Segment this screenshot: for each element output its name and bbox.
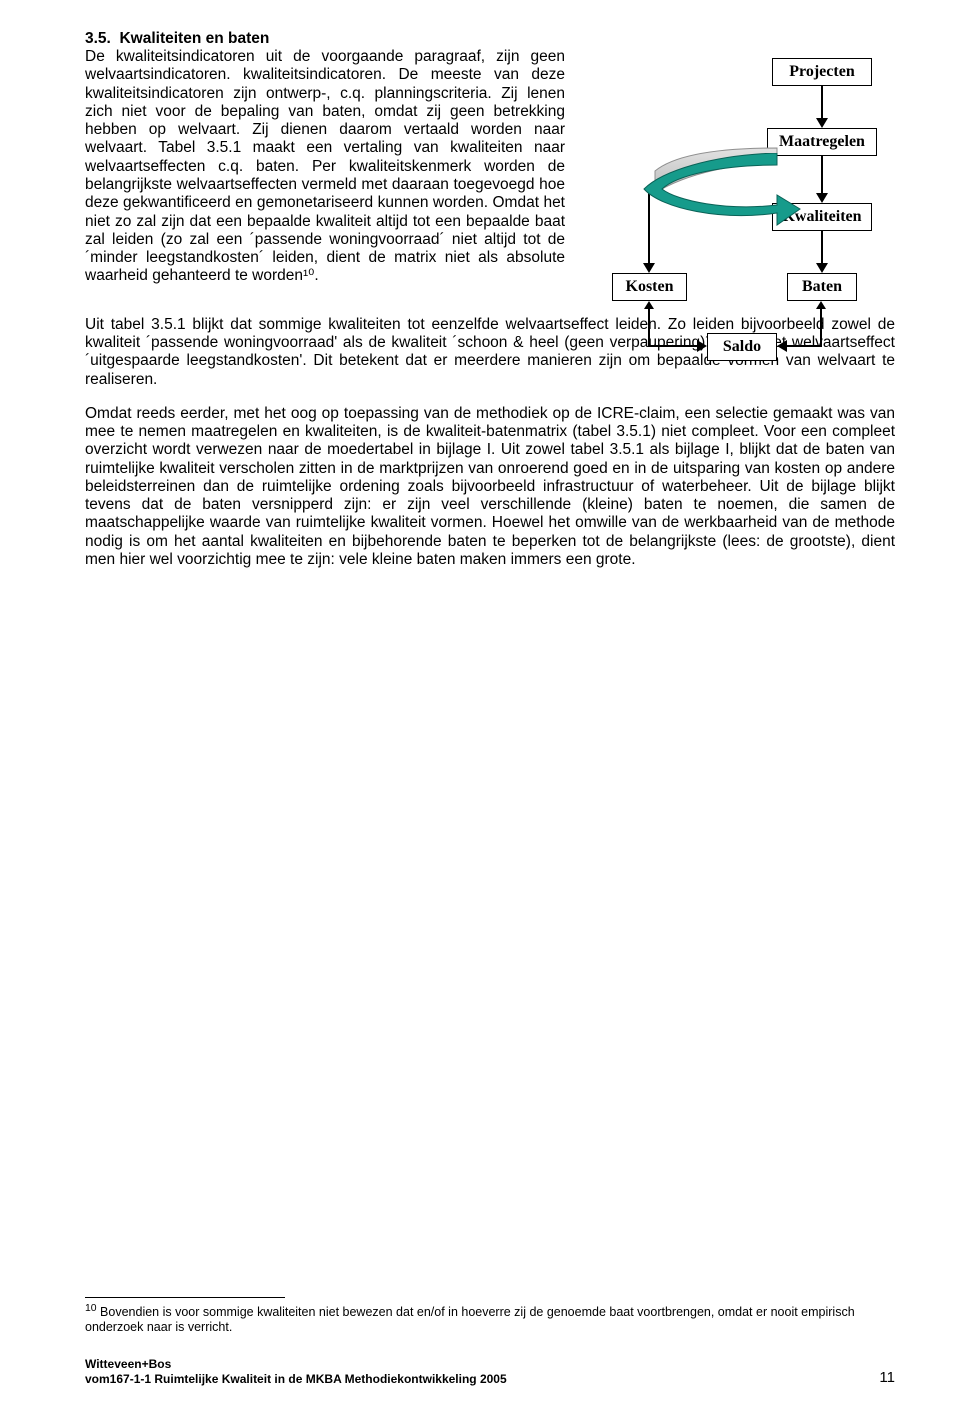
node-saldo: Saldo [707,333,777,361]
footnote-marker: 10 [85,1303,97,1314]
footer-company: Witteveen+Bos [85,1357,171,1371]
footnote-rule [85,1297,285,1298]
footer-doc-ref: vom167-1-1 Ruimtelijke Kwaliteit in de M… [85,1372,507,1386]
page-number: 11 [879,1369,895,1386]
node-baten: Baten [787,273,857,301]
paragraph-2: Omdat reeds eerder, met het oog op toepa… [85,405,895,570]
footnote-10: 10 Bovendien is voor sommige kwaliteiten… [85,1302,895,1336]
node-kosten: Kosten [612,273,687,301]
section-number: 3.5. [85,30,111,47]
section-title: Kwaliteiten en baten [119,30,269,47]
teal-swoosh-arrow [632,153,802,233]
node-projecten: Projecten [772,58,872,86]
footnote-text: Bovendien is voor sommige kwaliteiten ni… [85,1305,855,1335]
flow-diagram: Projecten Maatregelen Kwaliteiten Baten … [577,48,895,286]
footer-left: Witteveen+Bos vom167-1-1 Ruimtelijke Kwa… [85,1357,507,1386]
intro-paragraph: De kwaliteitsindicatoren uit de voorgaan… [85,48,577,286]
